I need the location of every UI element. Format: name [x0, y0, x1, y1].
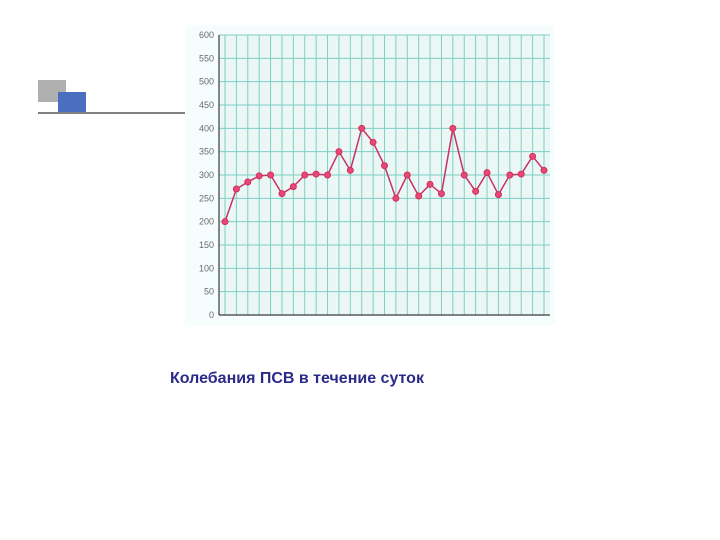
- data-marker: [461, 172, 467, 178]
- data-marker: [473, 188, 479, 194]
- data-marker: [382, 163, 388, 169]
- deco-block-blue: [58, 92, 86, 114]
- data-marker: [495, 192, 501, 198]
- ytick-label: 550: [199, 53, 214, 63]
- data-marker: [507, 172, 513, 178]
- ytick-label: 450: [199, 100, 214, 110]
- data-marker: [416, 193, 422, 199]
- data-marker: [233, 186, 239, 192]
- chart-container: 0 50 100 150 200 250 300 350 400 450 500 550 600: [185, 25, 555, 325]
- data-marker: [245, 179, 251, 185]
- data-marker: [450, 125, 456, 131]
- data-marker: [336, 149, 342, 155]
- ytick-label: 0: [209, 310, 214, 320]
- ytick-label: 300: [199, 170, 214, 180]
- data-marker: [268, 172, 274, 178]
- data-marker: [222, 219, 228, 225]
- data-marker: [359, 125, 365, 131]
- data-marker: [302, 172, 308, 178]
- data-marker: [325, 172, 331, 178]
- data-marker: [256, 173, 262, 179]
- ytick-label: 50: [204, 287, 214, 297]
- line-chart: 0 50 100 150 200 250 300 350 400 450 500 550 600: [185, 25, 555, 325]
- ytick-label: 600: [199, 30, 214, 40]
- data-marker: [347, 167, 353, 173]
- chart-caption: Колебания ПСВ в течение суток: [170, 370, 424, 388]
- ytick-label: 150: [199, 240, 214, 250]
- data-marker: [290, 184, 296, 190]
- data-marker: [279, 191, 285, 197]
- ytick-label: 200: [199, 217, 214, 227]
- data-marker: [541, 167, 547, 173]
- data-marker: [427, 181, 433, 187]
- data-marker: [530, 153, 536, 159]
- data-marker: [370, 139, 376, 145]
- data-marker: [313, 171, 319, 177]
- ytick-label: 100: [199, 263, 214, 273]
- ytick-label: 250: [199, 193, 214, 203]
- data-marker: [518, 171, 524, 177]
- ytick-label: 350: [199, 147, 214, 157]
- ytick-label: 500: [199, 77, 214, 87]
- data-marker: [393, 195, 399, 201]
- data-marker: [438, 191, 444, 197]
- data-marker: [404, 172, 410, 178]
- slide: 0 50 100 150 200 250 300 350 400 450 500 550 600 Кол…: [0, 0, 720, 540]
- data-marker: [484, 170, 490, 176]
- ytick-label: 400: [199, 123, 214, 133]
